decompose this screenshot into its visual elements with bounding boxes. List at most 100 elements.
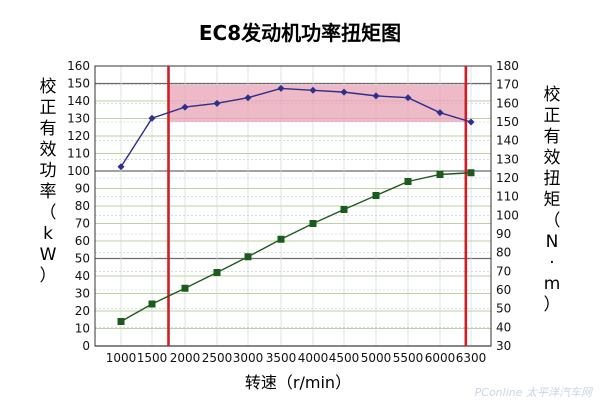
left-tick-label: 10: [75, 322, 90, 336]
watermark: PConline 太平洋汽车网: [475, 386, 594, 399]
power-line: [120, 172, 472, 323]
x-tick-label: 5000: [361, 351, 392, 365]
right-tick-label: 80: [496, 246, 511, 260]
left-tick-label: 30: [75, 287, 90, 301]
left-tick-label: 100: [67, 164, 90, 178]
torque-point: [277, 84, 285, 92]
x-tick-label: 2000: [170, 351, 201, 365]
right-tick-label: 130: [496, 152, 519, 166]
left-tick-label: 130: [67, 112, 90, 126]
x-tick-label: 6300: [456, 351, 487, 365]
axis-title-char: 正: [40, 98, 57, 118]
axis-title-char: 有: [544, 127, 561, 147]
left-tick-label: 90: [75, 182, 90, 196]
torque-line: [120, 87, 472, 168]
left-tick-label: 40: [75, 269, 90, 283]
chart-title: EC8发动机功率扭矩图: [199, 21, 401, 45]
right-tick-label: 50: [496, 302, 511, 316]
data-series: [117, 84, 475, 325]
left-tick-label: 80: [75, 199, 90, 213]
x-tick-label: 6000: [425, 351, 456, 365]
axis-title-char: W: [40, 245, 57, 265]
torque-point: [117, 163, 125, 171]
x-tick-label: 4000: [298, 351, 329, 365]
left-tick-label: 50: [75, 252, 90, 266]
left-tick-label: 110: [67, 147, 90, 161]
left-tick-label: 120: [67, 129, 90, 143]
power-point: [244, 253, 252, 261]
torque-point: [181, 103, 189, 111]
axis-title-char: k: [43, 224, 53, 244]
x-tick-label: 1000: [106, 351, 137, 365]
x-tick-label: 3000: [233, 351, 264, 365]
torque-point: [148, 114, 156, 122]
right-tick-label: 120: [496, 171, 519, 185]
axis-title-char: 效: [40, 140, 57, 160]
x-tick-label: 3500: [266, 351, 297, 365]
torque-point: [340, 88, 348, 96]
torque-point: [436, 109, 444, 117]
right-tick-label: 150: [496, 115, 519, 129]
axis-title-char: 效: [544, 148, 561, 168]
power-point: [181, 284, 189, 292]
torque-point: [372, 92, 380, 100]
axis-title-char: N: [546, 232, 559, 252]
power-point: [467, 169, 475, 177]
right-tick-label: 100: [496, 208, 519, 222]
left-tick-label: 160: [67, 59, 90, 73]
power-point: [309, 220, 317, 227]
left-tick-label: 140: [67, 94, 90, 108]
power-point: [372, 192, 380, 199]
x-tick-label: 5500: [393, 351, 424, 365]
power-point: [213, 269, 221, 276]
axis-title-char: （: [544, 211, 561, 231]
x-tick-label: 4500: [329, 351, 360, 365]
power-point: [340, 206, 348, 213]
axis-title-char: ·: [549, 253, 554, 273]
right-tick-label: 70: [496, 264, 511, 278]
axis-title-char: ）: [544, 295, 561, 315]
right-tick-label: 60: [496, 283, 511, 297]
left-tick-label: 20: [75, 304, 90, 318]
left-tick-label: 60: [75, 234, 90, 248]
torque-point: [309, 86, 317, 94]
right-axis-ticks: 30 40 50 60 70 80 90 100 110 120 130 140 150 160 170 18…: [496, 59, 519, 353]
right-tick-label: 160: [496, 96, 519, 110]
axis-title-char: 有: [40, 119, 57, 139]
right-tick-label: 180: [496, 59, 519, 73]
axis-title-char: 矩: [544, 190, 561, 210]
left-tick-label: 150: [67, 77, 90, 91]
axis-title-char: m: [544, 274, 561, 294]
axis-title-char: 功: [40, 161, 57, 181]
torque-point: [213, 99, 221, 107]
x-axis-title: 转速（r/min）: [245, 373, 351, 392]
torque-point: [467, 118, 475, 126]
axis-title-char: 正: [544, 106, 561, 126]
x-tick-label: 1500: [137, 351, 168, 365]
axis-title-char: 校: [40, 77, 57, 97]
power-point: [277, 235, 285, 243]
right-tick-label: 40: [496, 320, 511, 334]
right-tick-label: 30: [496, 339, 511, 353]
x-tick-label: 2500: [202, 351, 233, 365]
torque-point: [404, 94, 412, 102]
power-point: [436, 171, 444, 178]
axis-title-char: 扭: [544, 169, 561, 189]
right-tick-label: 110: [496, 190, 519, 204]
left-axis-ticks: 0 10 20 30 40 50 60 70 80 90 100 110 120 130 140 150 160: [67, 59, 90, 353]
left-tick-label: 70: [75, 217, 90, 231]
power-point: [404, 178, 412, 185]
left-tick-label: 0: [82, 339, 90, 353]
right-tick-label: 140: [496, 134, 519, 148]
axis-title-char: ）: [40, 266, 57, 286]
torque-point: [244, 94, 252, 102]
right-tick-label: 90: [496, 227, 511, 241]
right-tick-label: 170: [496, 78, 519, 92]
plot-border: [94, 65, 492, 347]
power-point: [148, 300, 156, 308]
axis-title-char: 校: [544, 85, 561, 105]
axis-title-char: （: [40, 203, 57, 223]
